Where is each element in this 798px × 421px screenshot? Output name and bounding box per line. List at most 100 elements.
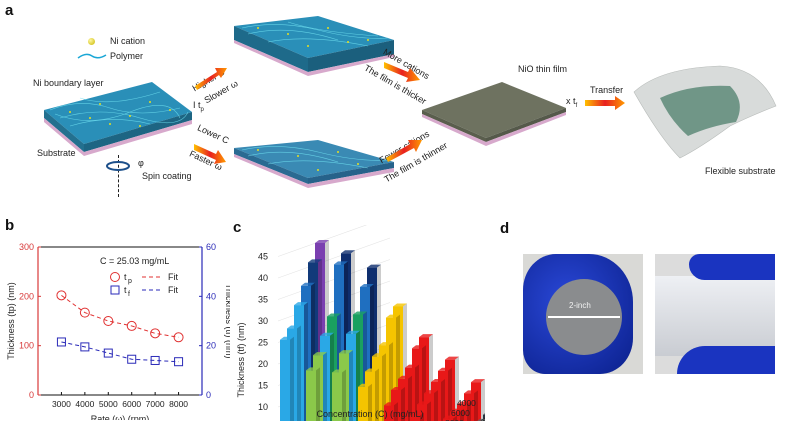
label-tf: x tf [566, 96, 578, 109]
tf-symbol: t [573, 96, 576, 106]
panel-d-letter: d [500, 220, 510, 237]
bar-top [313, 352, 327, 356]
bar-side [382, 353, 386, 421]
glove-bottom [677, 346, 775, 374]
bar [379, 345, 389, 421]
bar [384, 405, 394, 421]
data-point-tp [150, 328, 161, 339]
bar-top [471, 379, 485, 383]
bar-top [339, 350, 353, 354]
y-left-tick-label: 0 [29, 390, 34, 400]
flexible-substrate [633, 65, 777, 159]
bar-side [297, 325, 301, 421]
depth-tick-label: 8000 [445, 418, 464, 421]
bar-side [290, 336, 294, 421]
legend-marker-tp [110, 272, 120, 282]
arrow-fewer-cations-icon [386, 140, 422, 162]
bar-side [342, 369, 346, 421]
arrow-more-cations-icon [384, 62, 420, 82]
bar-top [412, 345, 426, 349]
bar-top [332, 369, 346, 373]
bar-side [420, 412, 424, 421]
bar-top [315, 240, 329, 244]
y-tick-label: 40 [258, 273, 268, 283]
chart-b-title: C = 25.03 mg/mL [100, 256, 169, 266]
y-right-tick-label: 60 [206, 242, 216, 252]
bar-top [301, 282, 315, 286]
y-right-tick-label: 0 [206, 390, 211, 400]
bar [287, 328, 297, 421]
bar [386, 317, 396, 421]
bar-side [323, 352, 327, 421]
x-tick-label: 7000 [146, 399, 165, 409]
data-point-tf [127, 354, 137, 364]
bar-side [453, 415, 457, 421]
bar [431, 381, 441, 421]
bar-top [358, 383, 372, 387]
bar-top [384, 402, 398, 406]
x-axis-label: Rate (ω) (rpm) [91, 414, 150, 420]
bar-side [467, 401, 471, 421]
glove-top [689, 254, 775, 280]
spin-axis [118, 155, 119, 197]
bar [332, 372, 342, 421]
bar [360, 286, 370, 421]
bar [327, 316, 337, 421]
bar [346, 333, 356, 421]
bar-top [438, 367, 452, 371]
bar-top [327, 313, 341, 317]
bar-side [368, 383, 372, 421]
bar-side [394, 402, 398, 421]
data-point-tf [103, 348, 113, 358]
bar-top [393, 303, 407, 307]
bar [294, 305, 304, 421]
x-tick-label: 3000 [52, 399, 71, 409]
label-nio-thin-film: NiO thin film [518, 64, 568, 74]
grid-line [277, 237, 391, 279]
bar-top [386, 314, 400, 318]
bar-top [294, 302, 308, 306]
legend-fit-label: Fit [168, 285, 178, 295]
data-point-tf [174, 357, 184, 367]
rotation-arrow-icon [106, 161, 130, 171]
data-point-tp [173, 332, 184, 343]
bar [445, 359, 455, 421]
bar-top [398, 375, 412, 379]
thick-film-slab [234, 16, 394, 76]
bar-top [445, 356, 459, 360]
bar-top [477, 418, 485, 421]
x-tick-label: 6000 [122, 399, 141, 409]
bar-top [353, 311, 367, 315]
bar-top [410, 412, 424, 416]
scale-label: 2-inch [569, 301, 591, 310]
bar [313, 355, 323, 421]
bar-side [434, 390, 438, 421]
panel-c-letter: c [233, 219, 242, 236]
bar [280, 339, 290, 421]
label-substrate: Substrate [37, 148, 76, 158]
photo-flexible-film [655, 254, 775, 374]
bar [391, 389, 401, 421]
bar [471, 382, 481, 421]
bar [483, 414, 485, 421]
x-tick-label: 5000 [99, 399, 118, 409]
bar [320, 335, 330, 421]
bar-side [408, 375, 412, 421]
bar [315, 243, 325, 421]
x-axis-label: Concentration (C) (mg/mL) [316, 409, 423, 419]
bar-top [287, 325, 301, 329]
bar-top [360, 283, 374, 287]
y-tick-label: 35 [258, 295, 268, 305]
panel-a-letter: a [5, 2, 14, 19]
bar [457, 404, 467, 421]
fit-line-tp [61, 294, 179, 338]
data-point-tf [150, 355, 160, 365]
bar [438, 370, 448, 421]
y-right-tick-label: 20 [206, 341, 216, 351]
scale-bar [548, 316, 620, 318]
legend-ni-cation: Ni cation [110, 36, 146, 46]
bar-side [401, 386, 405, 421]
bar-side [448, 367, 452, 421]
tp-subscript: p [200, 106, 204, 113]
